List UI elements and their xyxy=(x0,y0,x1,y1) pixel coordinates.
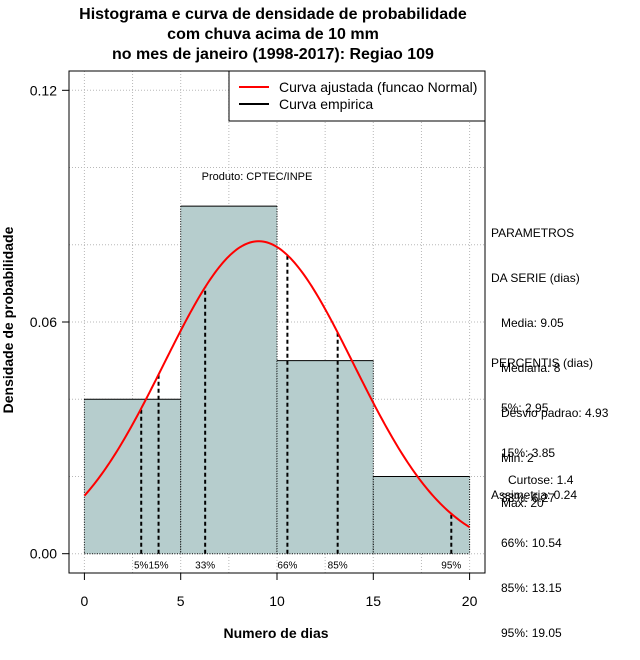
y-tick-label: 0.00 xyxy=(30,546,57,562)
x-axis-label: Numero de dias xyxy=(223,625,328,641)
axes: 0 5 10 15 20 0.00 0.06 0.12 xyxy=(30,82,478,609)
density-curve xyxy=(83,240,471,529)
parametros-line: Max: 20 xyxy=(491,496,544,510)
percentile-lines: 5% 15% 33% 66% 85% 95% xyxy=(134,255,461,572)
percentile-label: 15% xyxy=(149,561,169,572)
series-parameters: PARAMETROS DA SERIE (dias) Media: 9.05 M… xyxy=(491,196,608,526)
percentile-label: 95% xyxy=(441,561,461,572)
x-tick-label: 10 xyxy=(269,593,285,609)
histogram-bar xyxy=(180,206,277,554)
percentil-line: 5%: 2.95 xyxy=(491,401,549,415)
density-curve-group xyxy=(83,240,471,529)
y-axis-label: Densidade de probabilidade xyxy=(0,226,16,413)
parametros-line: Desvio padrao: 4.93 xyxy=(491,406,609,420)
percentil-line: PERCENTIS (dias) xyxy=(491,356,594,370)
percentiles-list: PERCENTIS (dias) 5%: 2.95 15%: 3.85 33%:… xyxy=(491,326,593,656)
x-tick-label: 0 xyxy=(81,593,89,609)
histogram-bar xyxy=(277,360,374,554)
percentil-line: 95%: 19.05 xyxy=(491,626,562,640)
legend-label: Curva ajustada (funcao Normal) xyxy=(279,79,477,95)
legend: Curva ajustada (funcao Normal)Curva empi… xyxy=(228,70,486,122)
parametros-line: Min: 2 xyxy=(491,451,534,465)
x-tick-label: 15 xyxy=(366,593,382,609)
y-tick-label: 0.12 xyxy=(30,82,57,98)
legend-box xyxy=(228,70,486,122)
assimetria-value: Assimetria: 0.24 xyxy=(491,488,578,502)
percentile-label: 5% xyxy=(134,561,149,572)
parametros-line: DA SERIE (dias) xyxy=(491,271,580,285)
parametros-line: PARAMETROS xyxy=(491,226,575,240)
percentil-line: 66%: 10.54 xyxy=(491,536,562,550)
percentile-label: 85% xyxy=(328,561,348,572)
chart-title-line-1: Histograma e curva de densidade de proba… xyxy=(79,6,467,23)
curtose-value: Curtose: 1.4 xyxy=(508,473,574,487)
percentile-label: 66% xyxy=(277,561,297,572)
chart-title-line-2: com chuva acima de 10 mm xyxy=(167,26,379,43)
x-tick-label: 20 xyxy=(462,593,478,609)
percentil-line: 85%: 13.15 xyxy=(491,581,562,595)
legend-label: Curva empirica xyxy=(279,96,373,112)
chart-title-line-3: no mes de janeiro (1998-2017): Regiao 10… xyxy=(112,46,434,63)
x-tick-label: 5 xyxy=(177,593,185,609)
percentil-line: 15%: 3.85 xyxy=(491,446,556,460)
percentile-label: 33% xyxy=(195,561,215,572)
parametros-line: Mediana: 8 xyxy=(491,361,561,375)
y-tick-label: 0.06 xyxy=(30,314,57,330)
percentil-line: 33%: 6.27 xyxy=(491,491,556,505)
product-annotation: Produto: CPTEC/INPE xyxy=(202,171,313,183)
parametros-line: Media: 9.05 xyxy=(491,316,564,330)
histogram-bar xyxy=(373,476,470,554)
